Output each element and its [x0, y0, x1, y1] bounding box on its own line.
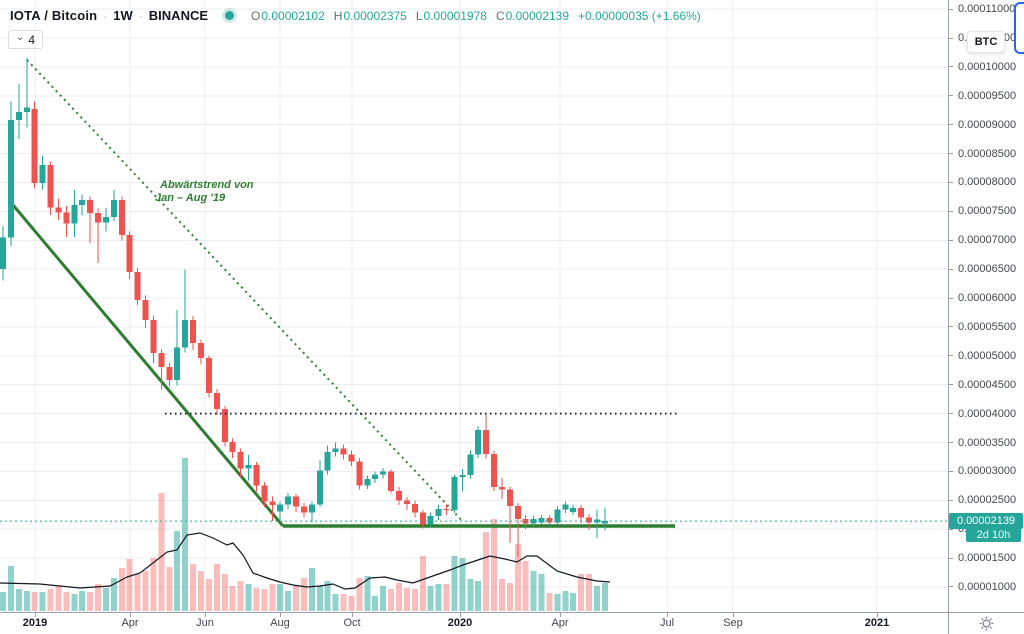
drawings-dropdown-button[interactable]: ⌄ 4 — [8, 30, 44, 49]
time-tick — [877, 613, 878, 617]
annotation-line2: Jan – Aug '19 — [155, 192, 226, 204]
time-tick-label: Jul — [659, 617, 675, 629]
time-tick — [280, 613, 281, 617]
selected-toolbar-fragment[interactable] — [1014, 2, 1024, 54]
axis-corner — [948, 612, 1024, 634]
chart-legend: IOTA / Bitcoin · 1W · BINANCE O 0.0000210… — [10, 8, 701, 23]
close-value: 0.00002139 — [505, 8, 570, 23]
drawings-count: 4 — [28, 32, 36, 47]
price-tick-label: 0.00007500 — [949, 205, 1016, 217]
price-tick-label: 0.00008000 — [949, 176, 1016, 188]
time-tick-label: 2020 — [447, 617, 473, 629]
legend-separator: · — [103, 8, 108, 23]
price-tick-label: 0.00004500 — [949, 379, 1016, 391]
exchange-label[interactable]: BINANCE — [148, 8, 209, 23]
indicator-dot-icon — [225, 11, 235, 20]
price-tick-label: 0.00007000 — [949, 234, 1016, 246]
time-tick — [205, 613, 206, 617]
time-tick-label: Aug — [270, 617, 290, 629]
time-tick — [352, 613, 353, 617]
low-label: L — [415, 8, 423, 23]
symbol-title[interactable]: IOTA / Bitcoin — [10, 8, 98, 23]
scale-settings-gear-icon[interactable] — [979, 616, 994, 631]
price-tick-label: 0.00006500 — [949, 263, 1016, 275]
bar-countdown-badge: 2d 10h — [966, 528, 1021, 543]
currency-toggle-button[interactable]: BTC — [967, 31, 1005, 53]
annotation-line1: Abwärtstrend von — [160, 179, 254, 191]
time-tick — [460, 613, 461, 617]
price-tick-label: 0.00001000 — [949, 581, 1016, 593]
price-tick-label: 0.00011000 — [949, 3, 1015, 15]
time-tick-label: Apr — [121, 617, 139, 629]
time-tick-label: Apr — [551, 617, 569, 629]
high-value: 0.00002375 — [343, 8, 407, 23]
price-scale[interactable]: 0.000110000.000105000.000100000.00009500… — [948, 0, 1024, 634]
open-value: 0.00002102 — [261, 8, 325, 23]
interval-label[interactable]: 1W — [113, 8, 133, 23]
low-value: 0.00001978 — [423, 8, 487, 23]
high-label: H — [333, 8, 343, 23]
close-label: C — [495, 8, 505, 23]
chevron-down-icon: ⌄ — [16, 31, 25, 43]
ohlc-readout: O 0.00002102 H 0.00002375 L 0.00001978 C 0.0… — [251, 9, 701, 23]
price-tick-label: 0.00008500 — [949, 148, 1016, 160]
price-tick-label: 0.00005500 — [949, 321, 1016, 333]
time-tick — [130, 613, 131, 617]
time-tick — [733, 613, 734, 617]
price-tick-label: 0.00009000 — [949, 119, 1016, 131]
legend-separator: · — [138, 8, 143, 23]
price-tick-label: 0.00002500 — [949, 494, 1016, 506]
trend-annotation[interactable]: Abwärtstrend von Jan – Aug '19 — [155, 179, 254, 205]
time-tick-label: 2021 — [864, 617, 890, 629]
price-tick-label: 0.00003000 — [949, 465, 1016, 477]
time-tick-label: Oct — [343, 617, 361, 629]
last-price-badge: 0.00002139 — [949, 513, 1023, 530]
price-tick-label: 0.00003500 — [949, 437, 1016, 449]
time-tick-label: Sep — [723, 617, 743, 629]
price-tick-label: 0.00001500 — [949, 552, 1016, 564]
time-scale[interactable]: 2019 Apr Jun Aug Oct 2020 Apr Jul Sep 2021 — [0, 612, 948, 634]
time-tick — [667, 613, 668, 617]
price-tick-label: 0.00009500 — [949, 90, 1016, 102]
time-tick — [560, 613, 561, 617]
chart-canvas[interactable]: IOTA / Bitcoin · 1W · BINANCE O 0.0000210… — [0, 0, 948, 612]
time-tick — [35, 613, 36, 617]
change-value: +0.00000035 (+1.66%) — [578, 8, 701, 23]
price-tick-label: 0.00010000 — [949, 61, 1016, 73]
open-label: O — [251, 8, 261, 23]
price-tick-label: 0.00006000 — [949, 292, 1016, 304]
price-tick-label: 0.00004000 — [949, 408, 1016, 420]
candlestick-chart[interactable] — [0, 0, 948, 612]
time-tick-label: Jun — [196, 617, 214, 629]
price-tick-label: 0.00005000 — [949, 350, 1016, 362]
time-tick-label: 2019 — [22, 617, 48, 629]
